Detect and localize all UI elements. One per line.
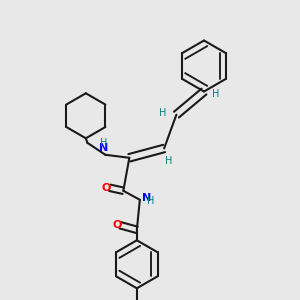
Text: O: O bbox=[101, 183, 111, 193]
Text: H: H bbox=[212, 89, 219, 100]
Text: N: N bbox=[99, 143, 109, 153]
Text: O: O bbox=[112, 220, 122, 230]
Text: H: H bbox=[147, 196, 155, 206]
Text: H: H bbox=[159, 108, 167, 118]
Text: H: H bbox=[100, 138, 107, 148]
Text: N: N bbox=[142, 193, 151, 203]
Text: H: H bbox=[165, 156, 172, 166]
